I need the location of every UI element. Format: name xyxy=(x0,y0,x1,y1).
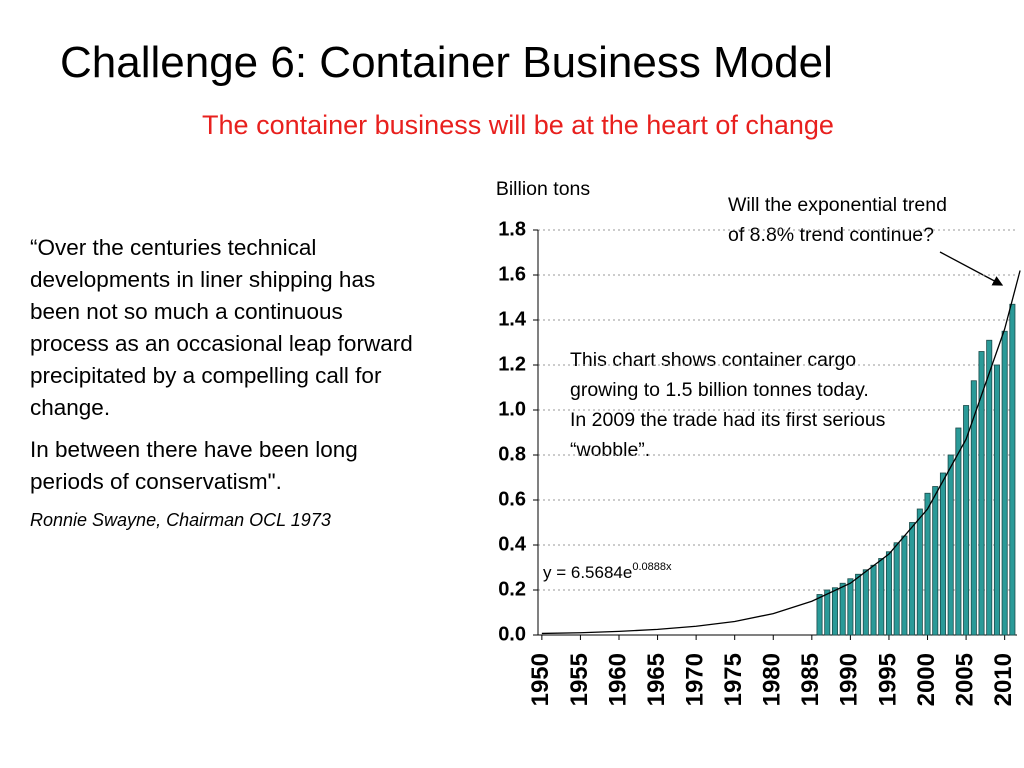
x-tick-label: 1965 xyxy=(643,653,670,706)
bar xyxy=(986,339,993,636)
bar xyxy=(993,364,1000,636)
y-tick-label: 1.6 xyxy=(498,263,526,285)
x-tick-label: 1990 xyxy=(836,653,863,706)
y-tick-label: 1.8 xyxy=(498,218,526,240)
bar xyxy=(839,582,846,636)
bar xyxy=(978,351,985,636)
bar xyxy=(932,486,939,636)
bar xyxy=(970,380,977,636)
quote-paragraph: In between there have been long periods … xyxy=(30,437,358,494)
y-tick-label: 1.2 xyxy=(498,353,526,375)
quote: “Over the centuries technical developmen… xyxy=(30,232,425,532)
y-tick-label: 0.0 xyxy=(498,623,526,645)
x-tick-label: 1985 xyxy=(797,653,824,706)
bar xyxy=(901,535,908,636)
bar xyxy=(870,564,877,636)
trend-line xyxy=(541,270,1021,635)
bar xyxy=(847,578,854,636)
trend-equation-exponent: 0.0888x xyxy=(632,561,672,573)
bar xyxy=(1001,330,1008,636)
y-tick-label: 0.4 xyxy=(498,533,527,555)
bar xyxy=(955,427,962,636)
x-tick-label: 2010 xyxy=(990,653,1017,706)
bar xyxy=(831,587,838,636)
bar xyxy=(878,558,885,636)
quote-paragraph: “Over the centuries technical developmen… xyxy=(30,235,413,420)
bar xyxy=(816,594,823,636)
y-tick-label: 0.8 xyxy=(498,443,526,465)
bar xyxy=(947,454,954,636)
bar xyxy=(824,589,831,636)
bar xyxy=(939,472,946,636)
y-tick-label: 0.6 xyxy=(498,488,526,510)
x-tick-label: 1960 xyxy=(604,653,631,706)
y-tick-label: 1.0 xyxy=(498,398,526,420)
x-tick-label: 1980 xyxy=(759,653,786,706)
x-tick-label: 1995 xyxy=(874,653,901,706)
x-tick-label: 2000 xyxy=(913,653,940,706)
bar xyxy=(916,508,923,636)
bar xyxy=(893,542,900,636)
bar xyxy=(909,522,916,636)
bar xyxy=(885,551,892,636)
bar xyxy=(924,492,931,636)
annotation-arrow xyxy=(939,251,1004,286)
x-tick-label: 1950 xyxy=(527,653,554,706)
bar xyxy=(862,569,869,636)
x-tick-label: 1975 xyxy=(720,653,747,706)
bar xyxy=(855,573,862,636)
quote-attribution: Ronnie Swayne, Chairman OCL 1973 xyxy=(30,510,331,530)
x-tick-label: 1970 xyxy=(681,653,708,706)
x-tick-label: 2005 xyxy=(951,653,978,706)
trend-equation: y = 6.5684e0.0888x xyxy=(543,561,672,582)
y-tick-label: 1.4 xyxy=(498,308,527,330)
slide-subtitle: The container business will be at the he… xyxy=(202,110,834,140)
slide-title: Challenge 6: Container Business Model xyxy=(60,38,833,87)
bar xyxy=(1009,303,1016,636)
trend-equation-base: y = 6.5684e xyxy=(543,563,632,582)
x-tick-label: 1955 xyxy=(566,653,593,706)
bar xyxy=(963,405,970,636)
y-tick-label: 0.2 xyxy=(498,578,526,600)
y-axis-title: Billion tons xyxy=(496,178,591,200)
